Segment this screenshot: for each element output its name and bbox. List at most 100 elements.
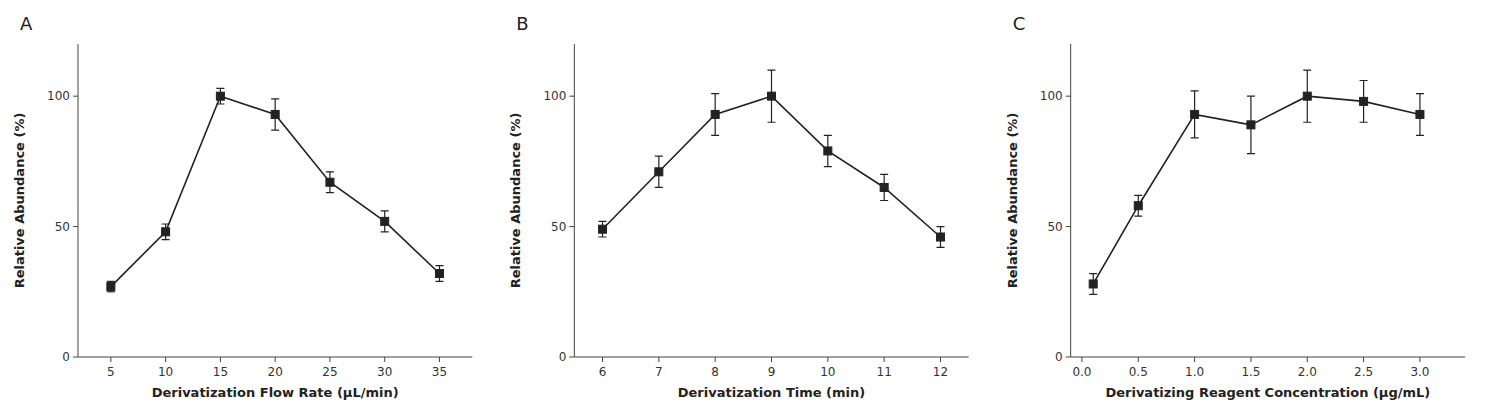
data-point <box>824 147 832 155</box>
error-bar-cap <box>880 174 888 175</box>
data-point <box>271 110 279 118</box>
error-bar-cap <box>162 239 170 240</box>
data-point <box>381 217 389 225</box>
data-point <box>1191 110 1199 118</box>
y-tick <box>569 96 574 97</box>
x-tick-label: 25 <box>322 365 337 379</box>
x-tick-label: 11 <box>877 365 892 379</box>
y-tick-label: 50 <box>551 220 566 234</box>
x-tick-label: 10 <box>820 365 835 379</box>
error-bar <box>768 70 776 122</box>
error-bar-cap <box>271 98 279 99</box>
y-tick-label: 100 <box>47 89 70 103</box>
data-point <box>1360 97 1368 105</box>
error-bar-cap <box>1191 137 1199 138</box>
error-bar <box>880 174 888 200</box>
error-bar-cap <box>1416 135 1424 136</box>
error-bar-cap <box>1303 122 1311 123</box>
data-point <box>655 168 663 176</box>
y-axis-label: Relative Abundance (%) <box>1005 113 1020 289</box>
y-axis-label: Relative Abundance (%) <box>12 113 27 289</box>
x-tick-label: 1.0 <box>1185 365 1204 379</box>
error-bar <box>1360 81 1368 123</box>
x-tick <box>771 357 772 362</box>
error-bar-cap <box>768 122 776 123</box>
error-bar-cap <box>824 135 832 136</box>
y-tick-label: 0 <box>559 350 567 364</box>
y-axis-line <box>1070 44 1071 357</box>
error-bar <box>655 156 663 187</box>
x-tick <box>1419 357 1420 362</box>
panel-label: A <box>20 13 33 34</box>
error-bar-cap <box>1089 294 1097 295</box>
x-tick <box>1081 357 1082 362</box>
error-bar-cap <box>435 281 443 282</box>
x-tick-label: 0.0 <box>1072 365 1091 379</box>
error-bar-cap <box>1360 80 1368 81</box>
panel: 6789101112050100Derivatization Time (min… <box>508 13 968 400</box>
figure: 5101520253035050100Derivatization Flow R… <box>0 0 1489 419</box>
x-tick <box>1307 357 1308 362</box>
error-bar-cap <box>1360 122 1368 123</box>
data-point <box>937 233 945 241</box>
error-bar-cap <box>1247 96 1255 97</box>
error-bar <box>1247 96 1255 153</box>
y-tick-label: 100 <box>543 89 566 103</box>
error-bar-cap <box>1247 153 1255 154</box>
y-tick <box>1066 96 1071 97</box>
y-tick-label: 50 <box>1047 220 1062 234</box>
error-bar-cap <box>768 69 776 70</box>
x-tick-label: 35 <box>432 365 447 379</box>
error-bar-cap <box>937 247 945 248</box>
data-group <box>599 70 945 247</box>
y-tick <box>73 96 78 97</box>
data-line <box>1093 96 1420 284</box>
panel: 5101520253035050100Derivatization Flow R… <box>12 13 472 400</box>
x-tick-label: 8 <box>711 365 719 379</box>
error-bar-cap <box>107 291 115 292</box>
x-tick-label: 5 <box>107 365 115 379</box>
y-tick-label: 0 <box>1055 350 1063 364</box>
error-bar <box>162 224 170 240</box>
data-point <box>1416 110 1424 118</box>
data-point <box>599 225 607 233</box>
error-bar <box>1191 91 1199 138</box>
x-axis-label: Derivatizing Reagent Concentration (μg/m… <box>1105 385 1430 400</box>
error-bar <box>1416 94 1424 136</box>
data-point <box>1089 280 1097 288</box>
y-tick-label: 100 <box>1040 89 1063 103</box>
error-bar-cap <box>326 192 334 193</box>
y-axis-line <box>574 44 575 357</box>
error-bar-cap <box>824 166 832 167</box>
error-bar-cap <box>216 88 224 89</box>
error-bar <box>599 221 607 237</box>
error-bar-cap <box>326 171 334 172</box>
error-bar <box>107 281 115 291</box>
y-tick <box>73 357 78 358</box>
error-bar <box>435 266 443 282</box>
error-bar-cap <box>381 210 389 211</box>
x-tick-label: 1.5 <box>1241 365 1260 379</box>
x-tick <box>1194 357 1195 362</box>
x-tick-label: 9 <box>768 365 776 379</box>
error-bar <box>1134 195 1142 216</box>
panel-label: C <box>1013 13 1026 34</box>
y-tick-label: 0 <box>62 350 70 364</box>
error-bar-cap <box>1134 195 1142 196</box>
panel: 0.00.51.01.52.02.53.0050100Derivatizing … <box>1005 13 1465 400</box>
data-point <box>1247 121 1255 129</box>
y-tick-label: 50 <box>55 220 70 234</box>
error-bar-cap <box>1416 93 1424 94</box>
error-bar-cap <box>107 281 115 282</box>
x-tick <box>165 357 166 362</box>
data-point <box>326 178 334 186</box>
data-point <box>1134 202 1142 210</box>
error-bar-cap <box>880 200 888 201</box>
error-bar-cap <box>937 226 945 227</box>
y-axis-line <box>78 44 79 357</box>
x-axis-line <box>1071 357 1465 358</box>
error-bar-cap <box>1191 90 1199 91</box>
x-tick-label: 2.0 <box>1298 365 1317 379</box>
y-tick <box>1066 226 1071 227</box>
error-bar <box>1089 274 1097 295</box>
